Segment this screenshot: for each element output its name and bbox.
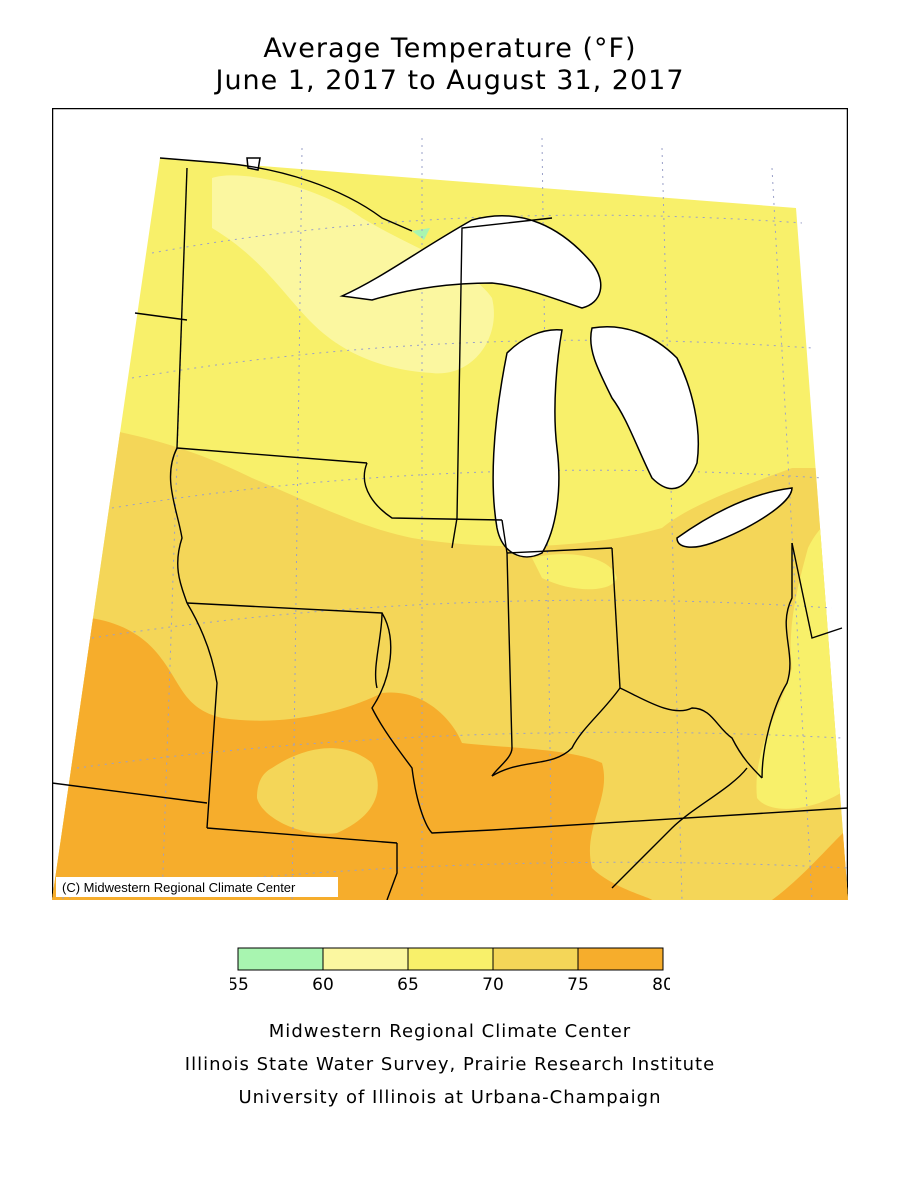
temperature-zones xyxy=(52,158,848,900)
credit-mrcc: Midwestern Regional Climate Center xyxy=(268,1021,632,1042)
legend-swatch-60-65 xyxy=(322,947,409,971)
lake-erie xyxy=(676,487,793,548)
credit-uiuc: University of Illinois at Urbana-Champai… xyxy=(238,1087,662,1108)
zone-65-70-lakeshore xyxy=(532,554,617,590)
legend-swatch-55-60 xyxy=(237,947,324,971)
lake-superior xyxy=(339,215,602,309)
legend-label: 75 xyxy=(567,975,589,995)
credit-isws: Illinois State Water Survey, Prairie Res… xyxy=(184,1054,716,1075)
state-boundaries xyxy=(52,157,848,900)
zone-60-65 xyxy=(212,175,494,374)
legend-label: 65 xyxy=(397,975,419,995)
temperature-legend: 55 60 65 70 75 80 xyxy=(230,947,670,995)
legend-swatch-70-75 xyxy=(492,947,579,971)
legend-label: 60 xyxy=(312,975,334,995)
legend-label: 70 xyxy=(482,975,504,995)
map-date-range: June 1, 2017 to August 31, 2017 xyxy=(215,65,685,96)
great-lakes xyxy=(246,157,793,558)
legend-boxes xyxy=(237,947,664,971)
map-title: Average Temperature (°F) xyxy=(263,33,637,64)
legend-label: 80 xyxy=(652,975,670,995)
zone-55-60 xyxy=(412,228,430,240)
lake-michigan xyxy=(492,329,563,558)
zone-70-75-missouri xyxy=(257,748,378,834)
legend-labels: 55 60 65 70 75 80 xyxy=(230,975,670,995)
temperature-map: (C) Midwestern Regional Climate Center xyxy=(52,108,848,900)
legend-swatch-65-70 xyxy=(407,947,494,971)
legend-label: 55 xyxy=(230,975,249,995)
legend-swatch-75-80 xyxy=(577,947,664,971)
copyright-box xyxy=(56,877,338,897)
copyright-text: (C) Midwestern Regional Climate Center xyxy=(62,880,296,895)
lake-huron xyxy=(590,326,700,490)
zone-75-80-southeast xyxy=(772,828,848,900)
